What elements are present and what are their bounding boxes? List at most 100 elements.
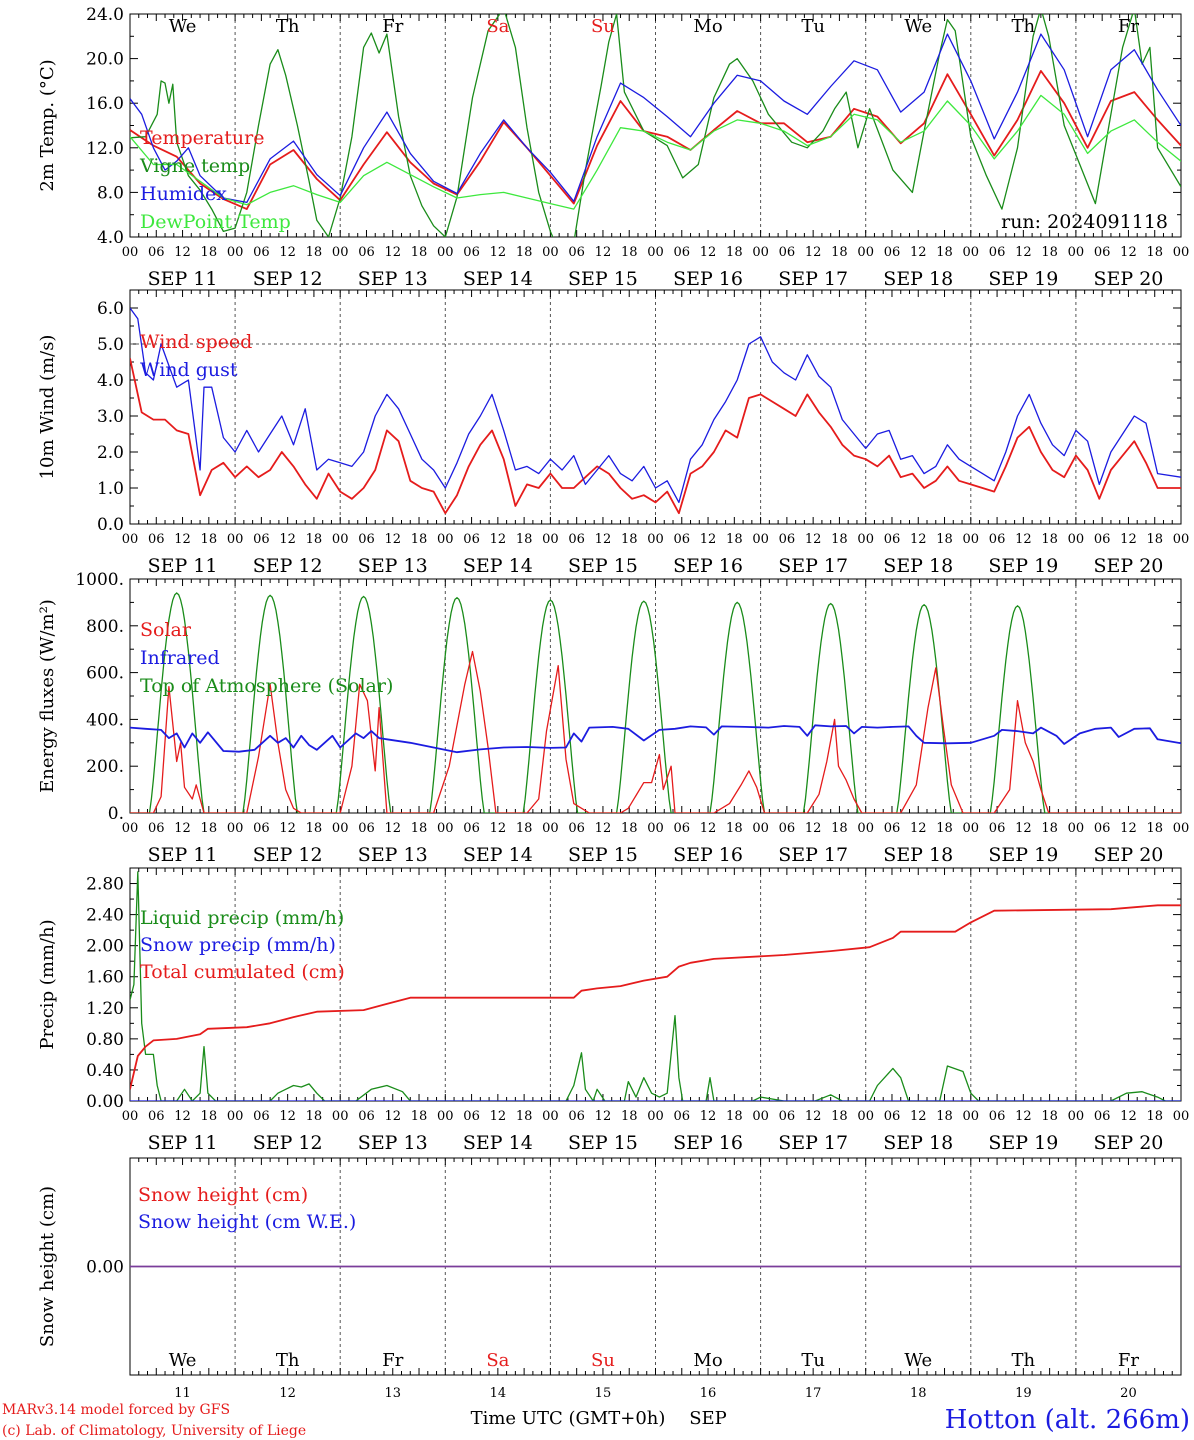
month-label: SEP: [689, 1408, 727, 1429]
hour-label: 06: [779, 821, 796, 836]
hour-label: 12: [1015, 821, 1032, 836]
y-tick-label: 2.0: [97, 443, 124, 463]
series-line-0: [130, 871, 1181, 1101]
hour-label: 06: [1094, 821, 1111, 836]
hour-label: 18: [936, 245, 953, 260]
y-axis-label: Snow height (cm): [37, 1186, 58, 1347]
hour-label: 12: [700, 1109, 717, 1124]
weekday-label: Mo: [693, 16, 722, 37]
hour-label: 06: [358, 245, 375, 260]
date-label: SEP 13: [358, 268, 428, 290]
y-tick-label: 1.20: [86, 999, 124, 1019]
hour-label: 18: [831, 821, 848, 836]
y-tick-label: 0.0: [97, 515, 124, 535]
y-tick-label: 0.00: [86, 1258, 124, 1278]
date-label: SEP 18: [883, 1132, 953, 1154]
series-line-top-of-atmosphere: [130, 592, 1181, 813]
hour-label: 18: [726, 245, 743, 260]
day-number-label: 20: [1120, 1386, 1137, 1401]
hour-label: 18: [306, 821, 323, 836]
hour-label: 12: [279, 245, 296, 260]
y-tick-label: 4.0: [97, 371, 124, 391]
footer-copyright: (c) Lab. of Climatology, University of L…: [2, 1423, 306, 1439]
date-label: SEP 20: [1094, 268, 1164, 290]
hour-label: 18: [1041, 532, 1058, 547]
date-label: SEP 14: [463, 555, 533, 577]
hour-label: 06: [463, 1109, 480, 1124]
y-tick-label: 600.: [86, 664, 124, 684]
hour-label: 12: [1120, 532, 1137, 547]
y-tick-label: 0.00: [86, 1092, 124, 1112]
y-tick-label: 8.0: [97, 183, 124, 203]
hour-label: 18: [306, 532, 323, 547]
hour-label: 12: [384, 821, 401, 836]
hour-label: 06: [884, 1109, 901, 1124]
station-label: Hotton (alt. 266m): [945, 1405, 1190, 1435]
hour-label: 06: [253, 1109, 270, 1124]
hour-label: 00: [227, 245, 244, 260]
hour-label: 12: [174, 821, 191, 836]
date-label: SEP 20: [1094, 1132, 1164, 1154]
hour-label: 06: [463, 245, 480, 260]
y-tick-label: 16.0: [86, 94, 124, 114]
hour-label: 00: [437, 821, 454, 836]
hour-label: 18: [621, 1109, 638, 1124]
hour-label: 18: [1041, 245, 1058, 260]
hour-label: 12: [490, 245, 507, 260]
weekday-label: Fr: [1118, 16, 1139, 37]
hour-label: 06: [253, 245, 270, 260]
legend-entry: Solar: [140, 619, 192, 641]
hour-label: 00: [227, 532, 244, 547]
hour-label: 00: [1173, 821, 1190, 836]
date-label: SEP 15: [568, 1132, 638, 1154]
hour-label: 06: [674, 821, 691, 836]
weekday-label: Mo: [693, 1350, 722, 1371]
hour-label: 18: [831, 245, 848, 260]
panel-1: 4.0 8.0 12.0 16.0 20.0 24.0 2m Temp. (°C) Tempe…: [37, 5, 1189, 290]
weekday-label: Su: [591, 16, 615, 37]
y-tick-label: 800.: [86, 617, 124, 637]
hour-label: 12: [910, 821, 927, 836]
hour-label: 00: [963, 1109, 980, 1124]
date-label: SEP 17: [778, 1132, 848, 1154]
hour-label: 18: [201, 1109, 218, 1124]
legend-entry: Infrared: [140, 647, 220, 669]
hour-label: 00: [857, 245, 874, 260]
hour-label: 00: [1173, 245, 1190, 260]
data-series: [130, 871, 1181, 1101]
hour-label: 00: [647, 1109, 664, 1124]
hour-label: 18: [306, 245, 323, 260]
hour-label: 00: [752, 1109, 769, 1124]
series-line-1: [130, 724, 1181, 754]
hour-label: 12: [595, 1109, 612, 1124]
date-label: SEP 17: [778, 555, 848, 577]
hour-label: 00: [857, 821, 874, 836]
hour-label: 12: [384, 1109, 401, 1124]
hour-label: 00: [332, 532, 349, 547]
hour-label: 12: [700, 821, 717, 836]
legend-entry: Humidex: [140, 183, 227, 205]
hour-label: 12: [805, 1109, 822, 1124]
hour-label: 12: [490, 1109, 507, 1124]
date-label: SEP 12: [253, 1132, 323, 1154]
date-label: SEP 15: [568, 268, 638, 290]
weekday-label: Tu: [801, 16, 825, 37]
weekday-label: Su: [591, 1350, 615, 1371]
hour-label: 12: [174, 1109, 191, 1124]
hour-label: 00: [647, 245, 664, 260]
data-series: [130, 592, 1181, 813]
run-label: run: 2024091118: [1001, 211, 1168, 233]
hour-label: 12: [1015, 1109, 1032, 1124]
day-number-label: 13: [384, 1386, 401, 1401]
y-axis-label: Precip (mm/h): [37, 919, 58, 1049]
hour-label: 12: [1015, 245, 1032, 260]
hour-label: 18: [726, 821, 743, 836]
date-label: SEP 14: [463, 844, 533, 866]
hour-label: 06: [358, 532, 375, 547]
plot-frame: [129, 13, 1182, 238]
y-tick-label: 24.0: [86, 5, 124, 25]
hour-label: 18: [516, 245, 533, 260]
y-tick-label: 400.: [86, 710, 124, 730]
weekday-label: We: [904, 16, 932, 37]
weekday-label: Th: [276, 16, 300, 37]
